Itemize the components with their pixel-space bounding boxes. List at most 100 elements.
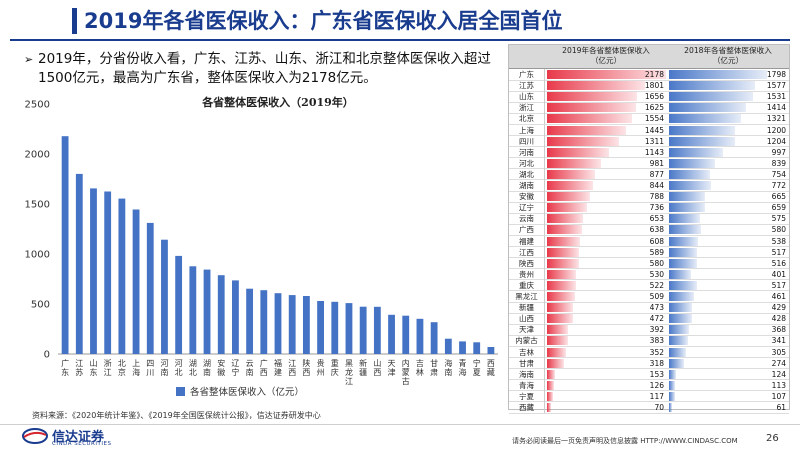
row-province: 四川 — [509, 135, 545, 147]
table-row: 陕西 580 516 — [509, 257, 789, 270]
cell-value: 117 — [649, 391, 664, 401]
cell-2018: 665 — [669, 191, 788, 202]
cell-value: 429 — [771, 303, 786, 313]
table-row: 内蒙古 383 341 — [509, 335, 789, 347]
data-bar-fill — [669, 70, 768, 79]
table-row: 新疆 473 429 — [509, 302, 789, 314]
bar-18 — [302, 296, 310, 354]
cell-value: 318 — [649, 358, 664, 368]
data-bar-fill — [669, 380, 676, 390]
bar-13 — [232, 280, 239, 354]
cell-value: 509 — [649, 292, 664, 301]
cell-2018: 1200 — [669, 125, 788, 136]
data-bar-fill — [547, 269, 576, 279]
data-bar-fill — [669, 292, 695, 301]
cell-value: 305 — [771, 347, 786, 357]
cell-2019: 580 — [547, 258, 666, 269]
data-bar-fill — [669, 258, 698, 268]
table-row: 河北 981 839 — [509, 157, 789, 170]
cell-2018: 401 — [669, 269, 788, 280]
data-bar-fill — [547, 114, 632, 124]
table-row: 江西 589 517 — [509, 246, 789, 259]
cell-2019: 1143 — [547, 147, 666, 158]
chart-title: 各省整体医保收入（2019年） — [201, 95, 354, 109]
cell-value: 1204 — [766, 136, 786, 146]
bar-3 — [90, 188, 97, 354]
cell-value: 1656 — [644, 92, 664, 102]
cell-2018: 575 — [669, 213, 788, 224]
row-province: 重庆 — [509, 279, 545, 291]
bar-11 — [203, 269, 211, 354]
data-bar-fill — [669, 92, 753, 102]
bar-6 — [132, 209, 140, 354]
summary-text: 2019年，分省份收入看，广东、江苏、山东、浙江和北京整体医保收入超过1500亿… — [38, 51, 491, 86]
table-row: 安徽 788 665 — [509, 191, 789, 203]
data-bar-fill — [547, 403, 551, 412]
x-tick-label: 吉林 — [416, 359, 424, 377]
x-tick-label: 江西 — [288, 359, 296, 377]
cell-2018: 461 — [669, 291, 788, 302]
cell-value: 981 — [649, 158, 664, 168]
cell-value: 659 — [771, 203, 786, 213]
data-bar-fill — [547, 136, 619, 146]
cell-2019: 638 — [547, 224, 666, 235]
bar-17 — [288, 295, 296, 354]
bar-2 — [75, 173, 83, 354]
page-number: 26 — [766, 433, 779, 444]
data-bar-fill — [547, 125, 626, 135]
data-bar-fill — [669, 158, 715, 168]
cell-value: 61 — [776, 403, 786, 412]
table-row: 吉林 352 305 — [509, 346, 789, 358]
row-province: 河北 — [509, 157, 545, 169]
cell-value: 517 — [771, 280, 786, 290]
cell-2019: 117 — [547, 391, 666, 402]
row-province: 黑龙江 — [509, 291, 545, 302]
cell-value: 107 — [771, 391, 786, 401]
cell-value: 274 — [771, 358, 786, 368]
data-bar-fill — [547, 214, 583, 224]
cell-2019: 509 — [547, 291, 666, 302]
bar-30 — [473, 342, 481, 354]
x-tick-label: 四川 — [146, 359, 154, 377]
bar-10 — [189, 266, 197, 354]
x-tick-label: 贵州 — [317, 358, 325, 377]
x-tick-label: 山西 — [373, 358, 381, 377]
cell-2019: 126 — [547, 380, 666, 391]
data-bar-fill — [669, 181, 712, 190]
data-bar-fill — [547, 247, 580, 257]
cell-value: 1625 — [644, 103, 664, 113]
cell-value: 665 — [771, 192, 786, 202]
cell-value: 589 — [649, 247, 664, 257]
bar-5 — [118, 198, 126, 354]
table-header: 2019年各省整体医保收入 （亿元） 2018年各省整体医保收入 （亿元） — [509, 45, 789, 69]
cell-value: 772 — [771, 181, 786, 190]
cell-2019: 1311 — [547, 136, 666, 147]
cell-value: 538 — [771, 236, 786, 246]
cell-2019: 472 — [547, 313, 666, 324]
x-tick-label: 海南 — [444, 358, 452, 377]
bar-25 — [402, 315, 410, 354]
cell-2019: 530 — [547, 269, 666, 280]
x-tick-label: 安徽 — [217, 358, 225, 377]
data-bar-fill — [547, 70, 666, 79]
row-province: 广东 — [509, 69, 545, 80]
row-province: 山东 — [509, 91, 545, 103]
x-tick-label: 北京 — [118, 359, 126, 377]
cell-value: 1311 — [644, 136, 664, 146]
cell-2019: 2178 — [547, 69, 666, 80]
cell-2019: 844 — [547, 180, 666, 191]
x-tick-label: 广东 — [61, 358, 69, 377]
data-bar-fill — [669, 136, 735, 146]
row-province: 内蒙古 — [509, 335, 545, 347]
y-tick-label: 2000 — [25, 150, 50, 161]
table-row: 山西 472 428 — [509, 313, 789, 325]
source-note: 资料来源：《2020年统计年鉴》、《2019年全国医保统计公报》，信达证券研发中… — [32, 411, 321, 420]
data-bar-fill — [547, 225, 582, 235]
cell-value: 653 — [649, 214, 664, 224]
cell-value: 383 — [649, 336, 664, 346]
cell-2018: 341 — [669, 335, 788, 346]
data-bar-fill — [669, 303, 693, 313]
cell-2019: 392 — [547, 324, 666, 335]
cell-value: 472 — [649, 314, 664, 324]
cell-value: 1445 — [644, 125, 664, 135]
